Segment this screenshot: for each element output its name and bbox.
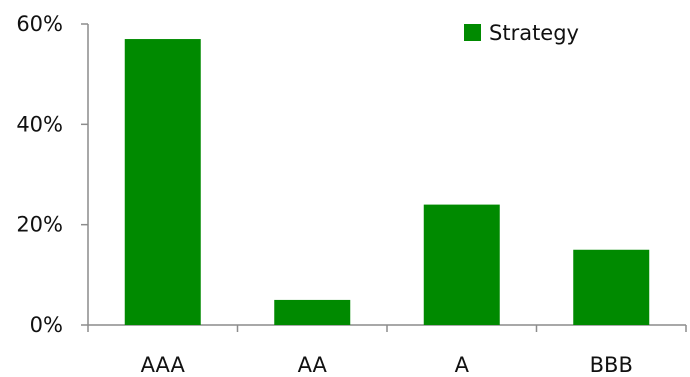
legend-label-strategy: Strategy	[489, 21, 579, 45]
x-tick-label: AA	[298, 353, 328, 377]
y-tick-label: 60%	[16, 12, 63, 36]
legend-swatch-strategy	[464, 24, 481, 41]
y-tick-label: 0%	[30, 313, 63, 337]
x-tick-label: A	[455, 353, 470, 377]
bar-bbb	[573, 249, 650, 325]
y-tick-label: 20%	[16, 213, 63, 237]
bar-a	[423, 204, 500, 325]
bar-aaa	[124, 39, 201, 326]
y-axis: 0% 20% 40% 60%	[16, 12, 89, 337]
x-tick-label: BBB	[590, 353, 633, 377]
x-tick-label: AAA	[141, 353, 186, 377]
y-tick-label: 40%	[16, 112, 63, 136]
legend: Strategy	[464, 21, 579, 45]
bar-aa	[274, 299, 351, 325]
x-axis: AAA AA A BBB	[87, 324, 687, 377]
bars	[124, 39, 650, 326]
